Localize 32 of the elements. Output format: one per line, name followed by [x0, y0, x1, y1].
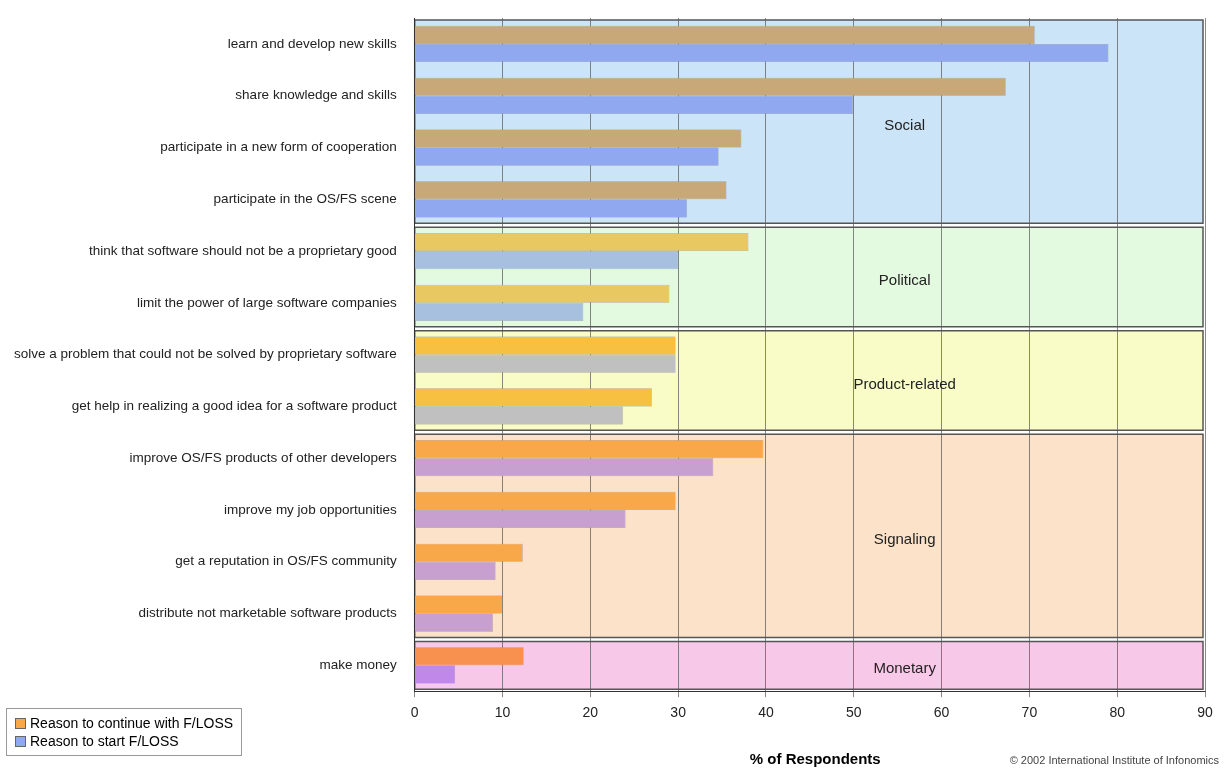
x-tick-label: 40 — [758, 704, 774, 721]
y-tick-label: learn and develop new skills — [227, 35, 397, 51]
x-tick-label: 0 — [410, 704, 419, 721]
y-tick-label: get a reputation in OS/FS community — [175, 553, 397, 569]
y-tick-label: participate in the OS/FS scene — [213, 191, 397, 207]
y-tick-label: get help in realizing a good idea for a software product — [71, 398, 397, 414]
x-tick-label: 50 — [845, 704, 862, 721]
y-tick-label: share knowledge and skills — [235, 87, 397, 103]
x-axis-title: % of Respondents — [749, 750, 881, 767]
y-tick-label: participate in a new form of cooperation — [160, 139, 397, 155]
band-label: Political — [878, 271, 931, 289]
y-tick-label: make money — [319, 657, 397, 673]
x-tick-label: 60 — [933, 704, 950, 721]
y-tick-label: think that software should not be a proprietary good — [89, 242, 397, 258]
x-tick-label: 10 — [494, 704, 511, 721]
legend-label: Reason to continue with F/LOSS — [30, 715, 234, 731]
band-label: Social — [884, 115, 926, 133]
y-tick-label: improve my job opportunities — [224, 501, 397, 517]
band-label: Signaling — [873, 530, 936, 548]
x-tick-label: 80 — [1109, 704, 1126, 721]
y-tick-label: solve a problem that could not be solved by proprietary software — [13, 346, 397, 362]
x-tick-label: 20 — [582, 704, 599, 721]
y-tick-label: improve OS/FS products of other developers — [129, 449, 397, 465]
x-tick-label: 30 — [670, 704, 687, 721]
text: © 2002 International Institute of Infonomics — [1009, 754, 1219, 766]
band-label: Monetary — [873, 659, 937, 677]
y-tick-label: distribute not marketable software products — [138, 605, 397, 621]
legend-label: Reason to start F/LOSS — [30, 733, 179, 749]
band-label: Product-related — [853, 374, 956, 392]
x-tick-label: 70 — [1021, 704, 1038, 721]
x-tick-label: 90 — [1197, 704, 1213, 721]
y-tick-label: limit the power of large software companies — [137, 294, 397, 310]
